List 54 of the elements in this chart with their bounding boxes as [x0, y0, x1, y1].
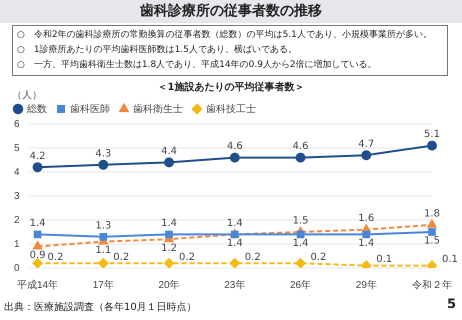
data-label: 4.3 [95, 148, 112, 160]
data-label: 1.4 [226, 238, 243, 249]
data-label: 1.4 [358, 238, 374, 249]
x-tick-label: 26年 [290, 278, 312, 291]
data-label: 4.4 [161, 146, 177, 157]
legend-label: 歯科技工士 [206, 102, 256, 115]
data-label: 0.2 [113, 252, 130, 263]
y-tick-label: 1 [14, 238, 20, 250]
data-label: 4.2 [30, 150, 46, 162]
data-label: 1.4 [292, 238, 308, 249]
legend-label: 歯科衛生士 [133, 102, 183, 115]
chart-subtitle: ＜1施設あたりの平均従事者数＞ [158, 82, 304, 93]
text: 5 [446, 297, 456, 312]
y-tick-label: 5 [14, 142, 20, 154]
legend-label: 総数 [26, 102, 47, 115]
data-label: 0.2 [48, 252, 64, 263]
data-label: 0.1 [376, 254, 392, 266]
data-label: 0.2 [310, 252, 326, 263]
data-label: 0.2 [179, 252, 195, 263]
data-label: 1.4 [30, 218, 46, 229]
y-tick-label: 0 [14, 262, 20, 274]
data-label: 5.1 [424, 129, 440, 140]
text: ○ 一方、平均歯科衛生士数は1.8人であり、平成14年の0.9人から2倍に増加している。 [17, 58, 378, 72]
data-label: 1.4 [226, 218, 243, 229]
source-note: 出典：医療施設調査（各年10月１日時点） [4, 300, 197, 314]
data-label: 1.4 [161, 218, 177, 229]
y-tick-label: 4 [14, 166, 20, 178]
data-label: 4.6 [292, 141, 308, 152]
y-tick-label: 2 [14, 214, 20, 226]
data-label: 1.1 [95, 245, 112, 256]
data-label: 1.2 [161, 242, 177, 254]
x-tick-label: 平成14年 [17, 278, 58, 291]
text: ○ 1診療所あたりの平均歯科医師数は1.5人であり、横ばいである。 [17, 44, 298, 57]
x-tick-label: 令和２年 [412, 278, 452, 291]
x-tick-label: 17年 [92, 278, 114, 291]
y-axis-title: （人） [12, 89, 42, 102]
y-tick-label: 6 [14, 118, 20, 130]
data-label: 1.5 [424, 236, 440, 247]
data-label: 0.9 [30, 250, 46, 261]
text: ○ 令和2年の歯科診療所の常勤換算の従事者数（総数）の平均は5.1人であり、小規模事業所が多い。 [17, 28, 433, 42]
data-label: 4.6 [226, 141, 243, 152]
data-label: 4.7 [358, 138, 374, 150]
x-tick-label: 23年 [224, 278, 246, 291]
data-label: 0.2 [244, 252, 261, 263]
data-label: 1.5 [292, 216, 308, 227]
chart-title: 歯科診療所の従事者数の推移 [0, 0, 462, 23]
data-label: 1.6 [358, 213, 374, 224]
data-label: 1.8 [424, 208, 440, 220]
legend-label: 歯科医師 [70, 102, 110, 115]
data-label: 0.1 [442, 254, 458, 266]
x-tick-label: 20年 [158, 278, 180, 291]
x-tick-label: 29年 [356, 278, 377, 291]
y-tick-label: 3 [14, 190, 20, 202]
data-label: 1.3 [95, 220, 112, 232]
